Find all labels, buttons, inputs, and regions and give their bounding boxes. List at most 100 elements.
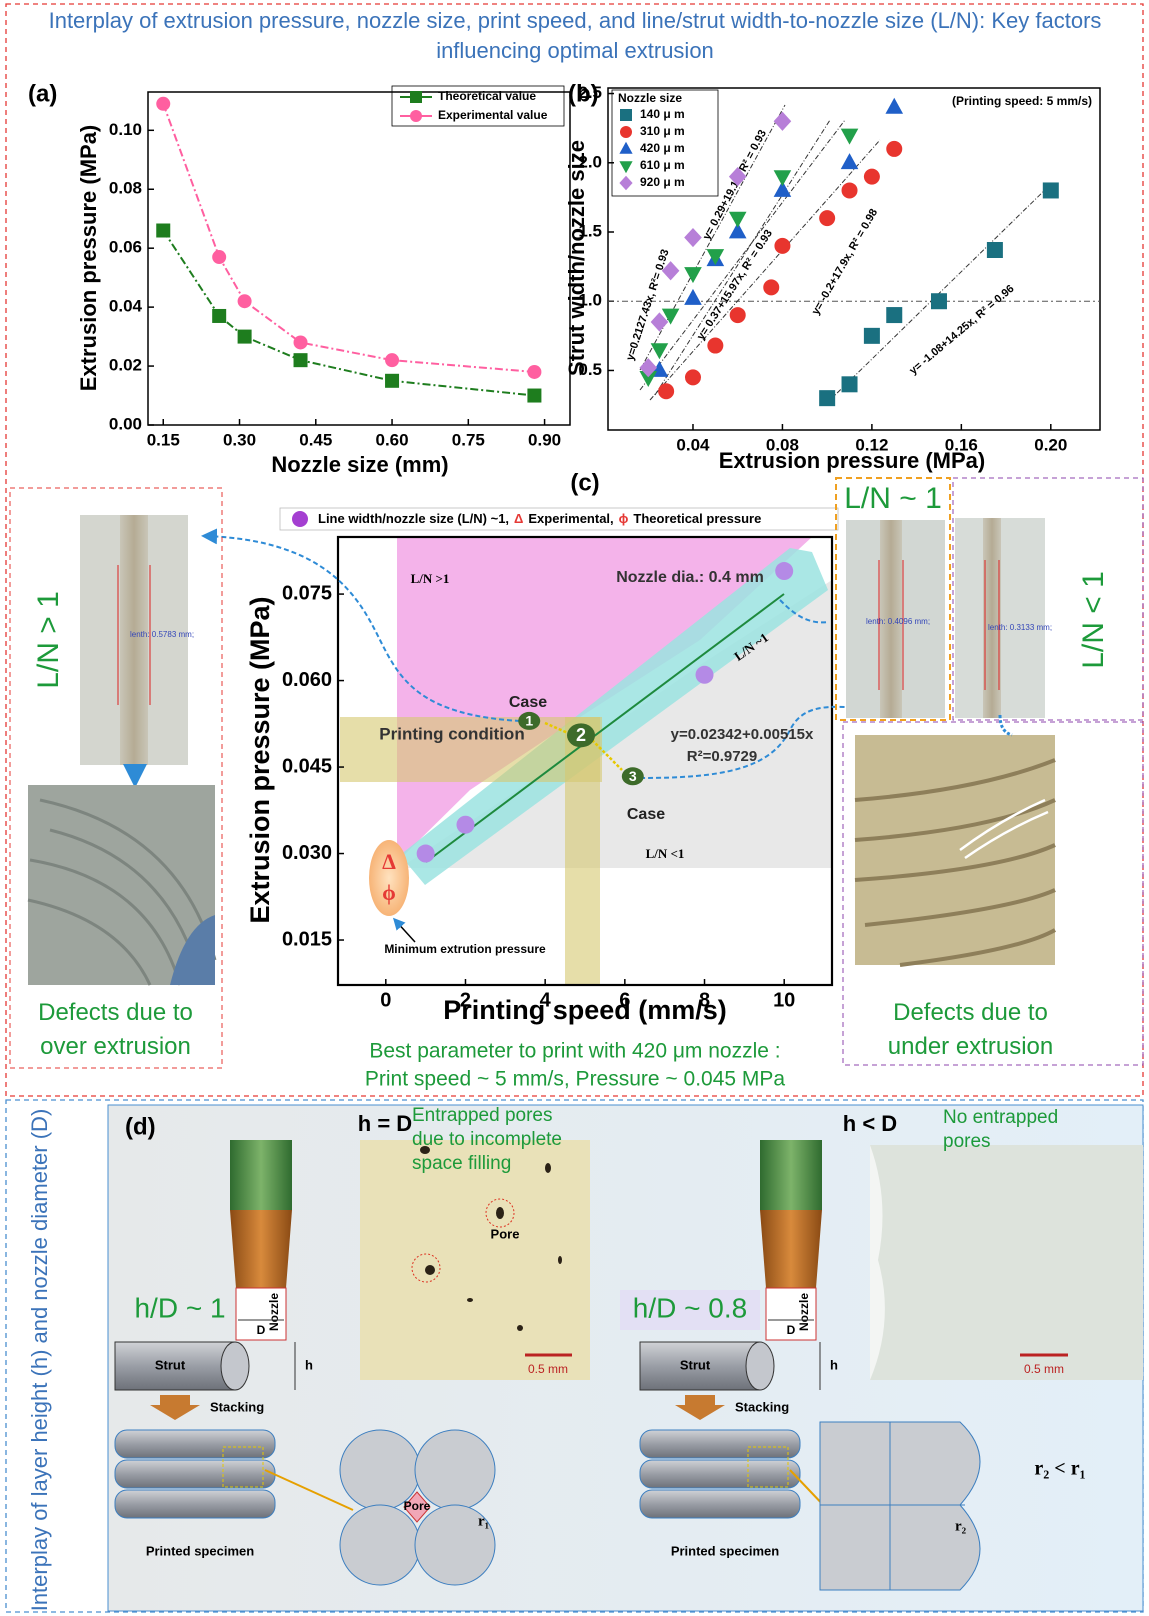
legend-label: 310 μ m <box>640 124 685 138</box>
photo-title: L/N ~ 1 <box>844 482 942 515</box>
marker <box>774 238 790 254</box>
case-label: 3 <box>629 768 637 784</box>
marker <box>707 338 723 354</box>
marker <box>238 330 252 344</box>
legend-part: Δ <box>514 511 523 526</box>
nozzle-cone <box>760 1210 822 1288</box>
annotation: L/N <1 <box>646 846 685 861</box>
legend-marker <box>292 511 308 527</box>
y-tick-label: 0.030 <box>282 842 332 864</box>
stacking-label: Stacking <box>210 1399 264 1414</box>
photo-label: Pore <box>491 1226 520 1241</box>
specimen-label: Printed specimen <box>146 1543 254 1558</box>
stack-row <box>115 1490 275 1518</box>
h-label: h <box>830 1357 838 1372</box>
ratio: h/D ~ 1 <box>134 1292 225 1323</box>
legend-label: Experimental value <box>438 108 548 122</box>
marker <box>864 328 880 344</box>
marker <box>156 97 170 111</box>
scale-label: 0.5 mm <box>528 1362 568 1376</box>
marker <box>774 112 792 131</box>
annotation: y=0.02342+0.00515x <box>671 726 814 743</box>
y-tick-label: 0.04 <box>109 297 143 316</box>
scale-label: 0.5 mm <box>1024 1362 1064 1376</box>
legend-title: Nozzle size <box>618 91 682 105</box>
y-tick-label: 0.10 <box>109 120 142 139</box>
marker <box>841 129 859 145</box>
x-tick-label: 0.45 <box>299 430 332 449</box>
annotation: R²=0.9729 <box>687 748 757 765</box>
panel-label: (d) <box>125 1113 156 1140</box>
caption: Defects due to over extrusion <box>18 996 213 1064</box>
nozzle-label: Nozzle <box>797 1293 811 1331</box>
relation: r₂ < r₁ <box>1034 1458 1085 1480</box>
annotation: (Printing speed: 5 mm/s) <box>952 94 1092 108</box>
marker <box>212 309 226 323</box>
marker <box>885 98 903 114</box>
photo-title: L/N > 1 <box>32 591 65 689</box>
marker <box>886 307 902 323</box>
y-tick-label: 0.00 <box>109 414 142 433</box>
strut-end <box>746 1342 774 1390</box>
zoom-circle <box>340 1430 420 1510</box>
y-tick-label: 0.06 <box>109 238 142 257</box>
y-axis-label: Extrusion pressure (MPa) <box>245 596 275 923</box>
fit-label: y= 0.37+15.97x, R² = 0.93 <box>695 228 775 343</box>
zoom-block <box>820 1422 980 1590</box>
specimen-label: Printed specimen <box>671 1543 779 1558</box>
marker <box>774 170 792 186</box>
annotation: Minimum extrution pressure <box>384 942 546 956</box>
photo-label: lenth: 0.4096 mm; <box>866 617 930 626</box>
legend-label: 420 μ m <box>640 141 685 155</box>
legend-part: Theoretical pressure <box>633 511 761 526</box>
y-tick-label: 0.060 <box>282 669 332 691</box>
marker <box>619 176 632 190</box>
photo <box>870 1145 1143 1380</box>
marker <box>684 267 702 283</box>
condition: h = D <box>358 1111 412 1136</box>
y-axis-label: Extrusion pressure (MPa) <box>76 125 101 392</box>
stack-row <box>115 1460 275 1488</box>
strut-label: Strut <box>680 1357 711 1372</box>
x-tick-label: 0.15 <box>147 430 180 449</box>
ratio: h/D ~ 0.8 <box>633 1292 747 1323</box>
panel-label: (c) <box>570 469 599 496</box>
photo-rod <box>120 515 148 765</box>
marker <box>864 169 880 185</box>
x-axis-label: Extrusion pressure (MPa) <box>719 448 986 473</box>
photo-label: lenth: 0.5783 mm; <box>130 630 194 639</box>
radius-label: r₂ <box>955 1518 967 1534</box>
annotation: L/N >1 <box>411 571 450 586</box>
fit-label: y= 0.29+19.1x, R² = 0.93 <box>701 128 769 242</box>
marker <box>619 142 632 154</box>
legend-label: 610 μ m <box>640 158 685 172</box>
note: No entrapped pores <box>943 1106 1071 1154</box>
marker <box>410 110 422 122</box>
printing-band-v <box>565 717 600 985</box>
marker <box>620 126 632 138</box>
marker <box>527 389 541 403</box>
panel-d-title: Interplay of layer height (h) and nozzle… <box>23 1100 93 1616</box>
legend-label: Theoretical value <box>438 89 536 103</box>
case-label: 2 <box>576 725 586 745</box>
marker <box>385 374 399 388</box>
x-tick-label: 0.90 <box>528 430 561 449</box>
marker <box>841 153 859 169</box>
annotation: Printing condition <box>379 724 524 743</box>
fit-label: y= -0.2+17.9x, R² = 0.98 <box>810 207 880 317</box>
y-tick-label: 0.08 <box>109 179 142 198</box>
plot-frame <box>148 92 570 425</box>
marker <box>658 383 674 399</box>
strut-end <box>221 1342 249 1390</box>
marker <box>684 289 702 305</box>
note: Entrapped pores due to incomplete space … <box>412 1104 584 1176</box>
x-tick-label: 0.30 <box>223 430 256 449</box>
marker <box>620 109 632 121</box>
annotation: Case <box>509 694 547 711</box>
stack-row <box>640 1430 800 1458</box>
marker <box>685 369 701 385</box>
x-axis-label: Nozzle size (mm) <box>271 452 448 477</box>
stack-row <box>115 1430 275 1458</box>
